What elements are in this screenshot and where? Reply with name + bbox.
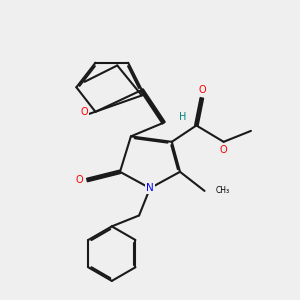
- Text: CH₃: CH₃: [215, 186, 230, 195]
- Text: N: N: [146, 183, 154, 193]
- Text: O: O: [75, 175, 83, 185]
- Text: H: H: [179, 112, 186, 122]
- Text: O: O: [198, 85, 206, 95]
- Text: O: O: [220, 145, 227, 155]
- Text: O: O: [81, 107, 88, 117]
